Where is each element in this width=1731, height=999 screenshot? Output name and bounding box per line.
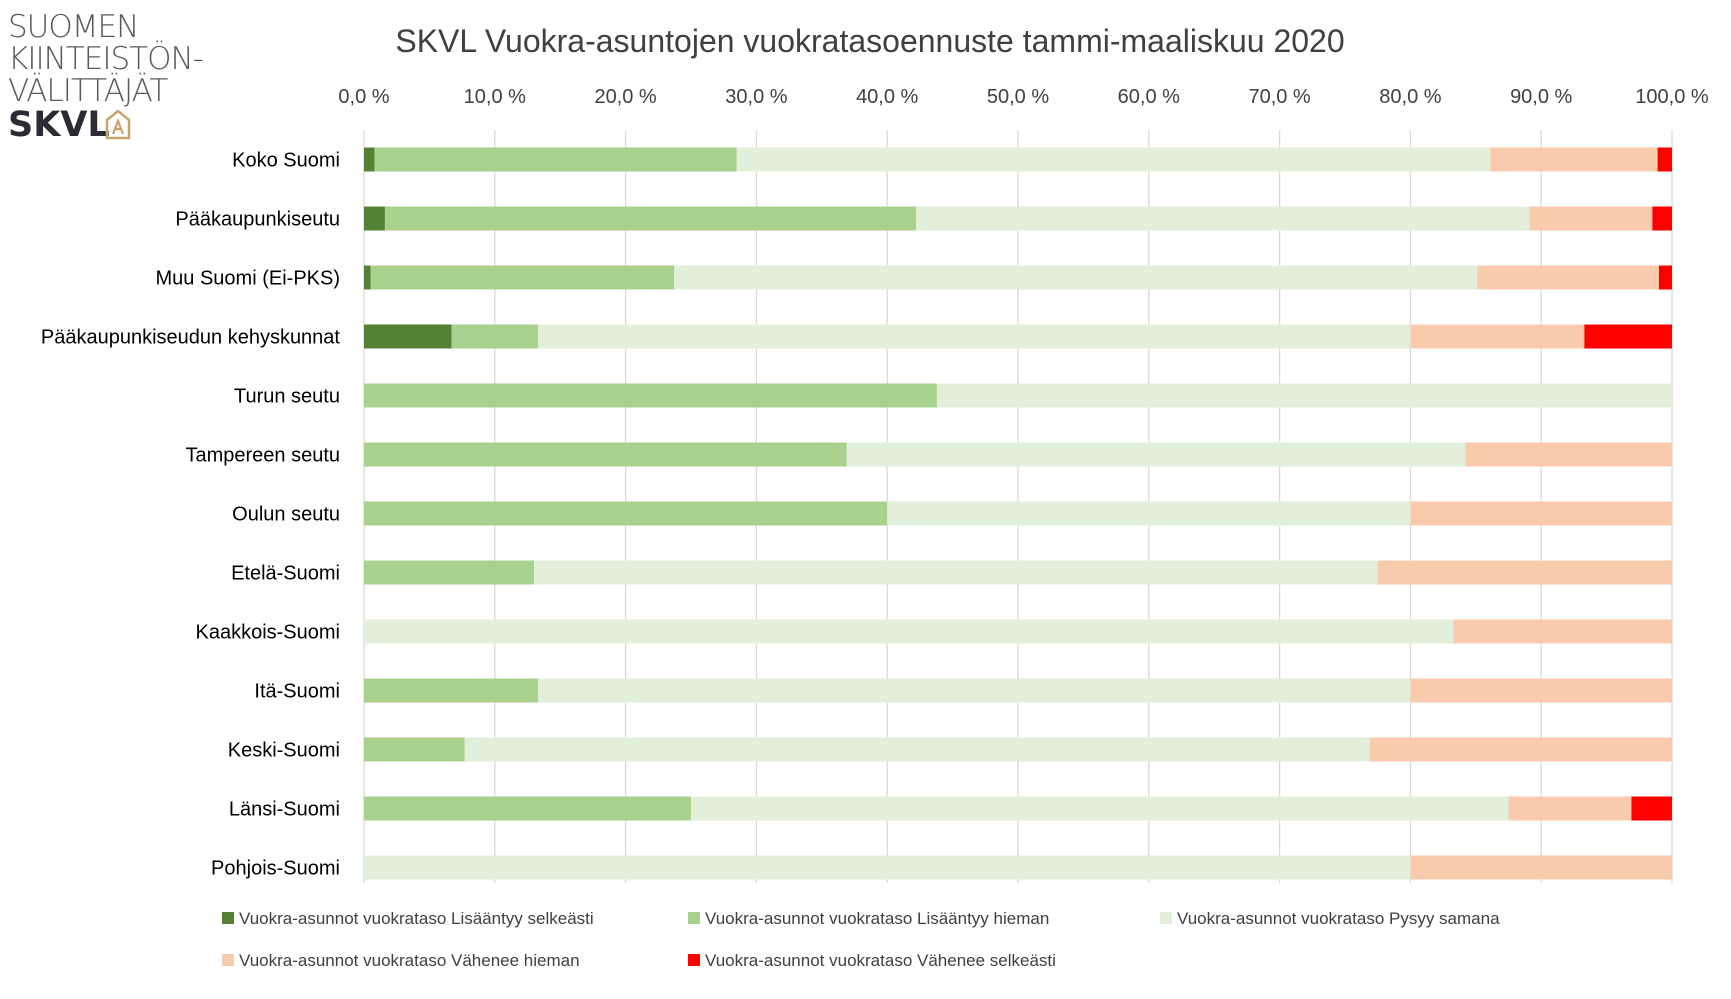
- bar-segment: [1529, 206, 1653, 231]
- bar-segment: [736, 147, 1491, 172]
- legend-label: Vuokra-asunnot vuokrataso Vähenee selkeä…: [705, 951, 1056, 970]
- bar-segment: [364, 619, 1454, 644]
- x-tick-label: 10,0 %: [464, 86, 526, 108]
- bar-segment: [691, 796, 1509, 821]
- bar-segment: [887, 501, 1411, 526]
- x-tick-label: 0,0 %: [338, 86, 389, 108]
- bar-segment: [1410, 855, 1672, 880]
- category-label: Tampereen seutu: [185, 445, 340, 467]
- x-tick-label: 90,0 %: [1510, 86, 1572, 108]
- x-tick-label: 40,0 %: [856, 86, 918, 108]
- bar-segment: [370, 265, 674, 290]
- bar-segment: [936, 383, 1672, 408]
- logo-skvl-wordmark: SKVL: [8, 105, 110, 145]
- bar-segment: [364, 501, 888, 526]
- x-tick-label: 20,0 %: [594, 86, 656, 108]
- bar-segment: [364, 796, 691, 821]
- category-label: Itä-Suomi: [254, 681, 340, 703]
- x-tick-label: 80,0 %: [1379, 86, 1441, 108]
- bar-segment: [537, 324, 1411, 349]
- legend-swatch: [688, 954, 700, 966]
- bar-segment: [364, 560, 535, 585]
- bar-segment: [364, 737, 465, 762]
- bar-segment: [1477, 265, 1659, 290]
- bars: [364, 147, 1672, 880]
- legend-label: Vuokra-asunnot vuokrataso Lisääntyy hiem…: [705, 909, 1049, 928]
- logo-text-line-2: KIINTEISTÖN-: [8, 41, 204, 77]
- bar-segment: [1410, 501, 1672, 526]
- skvl-logo: SUOMEN KIINTEISTÖN- VÄLITTÄJÄT SKVL: [8, 9, 228, 145]
- logo-text-line-3: VÄLITTÄJÄT: [8, 73, 168, 109]
- x-tick-label: 60,0 %: [1118, 86, 1180, 108]
- category-label: Länsi-Suomi: [229, 799, 340, 821]
- legend-label: Vuokra-asunnot vuokrataso Pysyy samana: [1177, 909, 1500, 928]
- bar-segment: [1508, 796, 1632, 821]
- bar-segment: [364, 206, 385, 231]
- bar-segment: [1453, 619, 1672, 644]
- legend-swatch: [688, 912, 700, 924]
- category-label: Kaakkois-Suomi: [195, 622, 340, 644]
- bar-segment: [1369, 737, 1672, 762]
- bar-segment: [1657, 147, 1672, 172]
- bar-segment: [846, 442, 1466, 467]
- bar-segment: [374, 147, 737, 172]
- bar-segment: [364, 678, 538, 703]
- logo-house-icon: [105, 109, 131, 140]
- legend-label: Vuokra-asunnot vuokrataso Lisääntyy selk…: [239, 909, 594, 928]
- category-label: Etelä-Suomi: [231, 563, 340, 585]
- bar-segment: [673, 265, 1478, 290]
- legend-swatch: [222, 954, 234, 966]
- bar-segment: [537, 678, 1411, 703]
- bar-segment: [1584, 324, 1672, 349]
- bar-segment: [364, 265, 371, 290]
- category-label: Pohjois-Suomi: [211, 858, 340, 880]
- bar-segment: [1658, 265, 1672, 290]
- bar-segment: [1410, 678, 1672, 703]
- category-label: Koko Suomi: [232, 150, 340, 172]
- legend-swatch: [1160, 912, 1172, 924]
- bar-segment: [1652, 206, 1672, 231]
- bar-segment: [1490, 147, 1658, 172]
- bar-segment: [464, 737, 1370, 762]
- x-axis-ticks: 0,0 % 10,0 % 20,0 % 30,0 % 40,0 % 50,0 % 60,0 …: [338, 86, 1708, 108]
- x-tick-label: 50,0 %: [987, 86, 1049, 108]
- bar-segment: [1631, 796, 1672, 821]
- bar-segment: [915, 206, 1530, 231]
- category-label: Pääkaupunkiseudun kehyskunnat: [41, 327, 341, 349]
- bar-segment: [1465, 442, 1672, 467]
- bar-segment: [534, 560, 1378, 585]
- bar-segment: [1410, 324, 1585, 349]
- category-label: Turun seutu: [234, 386, 340, 408]
- category-label: Pääkaupunkiseutu: [175, 209, 340, 231]
- category-labels: Koko Suomi Pääkaupunkiseutu Muu Suomi (Ei-…: [41, 150, 341, 880]
- legend: Vuokra-asunnot vuokrataso Lisääntyy selk…: [222, 909, 1500, 970]
- bar-segment: [364, 147, 375, 172]
- category-label: Oulun seutu: [232, 504, 340, 526]
- category-label: Muu Suomi (Ei-PKS): [156, 268, 341, 290]
- chart-title: SKVL Vuokra-asuntojen vuokratasoennuste …: [395, 23, 1344, 59]
- legend-label: Vuokra-asunnot vuokrataso Vähenee hieman: [239, 951, 580, 970]
- x-tick-label: 70,0 %: [1248, 86, 1310, 108]
- legend-swatch: [222, 912, 234, 924]
- bar-segment: [451, 324, 538, 349]
- bar-segment: [364, 383, 937, 408]
- bar-segment: [364, 324, 452, 349]
- bar-segment: [364, 442, 847, 467]
- bar-segment: [384, 206, 916, 231]
- logo-text-line-1: SUOMEN: [8, 9, 139, 45]
- x-tick-label: 100,0 %: [1635, 86, 1709, 108]
- x-tick-label: 30,0 %: [725, 86, 787, 108]
- bar-segment: [364, 855, 1411, 880]
- bar-segment: [1377, 560, 1672, 585]
- category-label: Keski-Suomi: [228, 740, 340, 762]
